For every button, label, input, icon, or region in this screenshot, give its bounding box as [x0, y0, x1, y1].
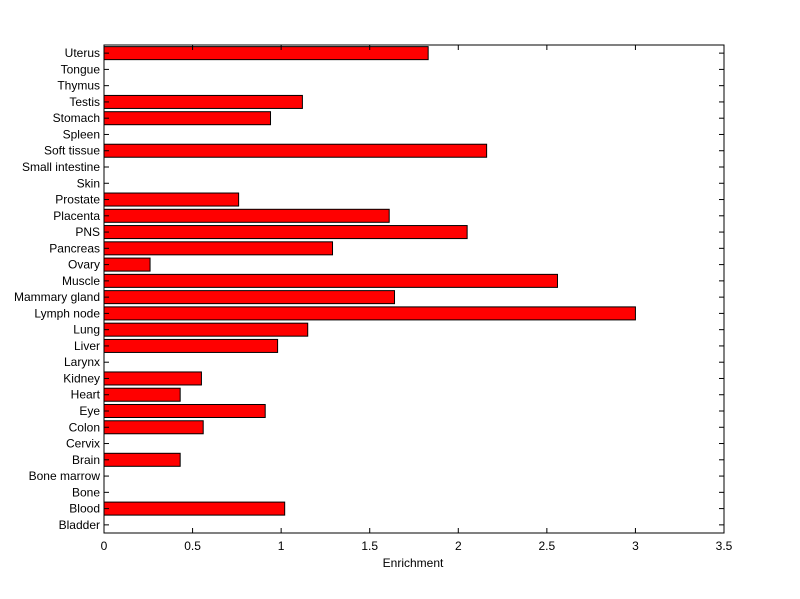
y-tick-label-bone-marrow: Bone marrow [29, 469, 101, 483]
y-tick-label-lung: Lung [73, 323, 100, 337]
bar-kidney [103, 371, 202, 386]
y-tick-label-uterus: Uterus [65, 46, 100, 60]
y-tick-label-testis: Testis [69, 95, 100, 109]
bar-eye [103, 403, 266, 419]
y-tick-label-heart: Heart [71, 388, 101, 402]
y-tick-labels: Bladder Blood Bone Bone marrow Brain Cervix Co… [14, 46, 101, 532]
bar-ovary [103, 257, 151, 272]
bar-mammary-gland [103, 290, 396, 305]
y-tick-label-bladder: Bladder [59, 518, 100, 532]
bar-pancreas [103, 241, 334, 256]
y-tick-label-soft-tissue: Soft tissue [44, 144, 100, 158]
bar-stomach [103, 111, 272, 126]
y-tick-label-mammary-gland: Mammary gland [14, 290, 100, 304]
bar-brain [103, 452, 181, 467]
y-tick-label-larynx: Larynx [64, 355, 100, 369]
bar-soft-tissue [103, 143, 488, 158]
y-tick-label-small-intestine: Small intestine [22, 160, 100, 174]
bar-prostate [103, 192, 240, 207]
plot-frame [103, 44, 725, 534]
x-tick-label: 2 [455, 539, 462, 553]
bar-blood [103, 501, 286, 516]
y-tick-label-bone: Bone [72, 485, 100, 499]
y-tick-label-eye: Eye [79, 404, 100, 418]
x-tick-label: 1.5 [361, 539, 378, 553]
bar-pns [103, 225, 468, 240]
bar-uterus [103, 46, 429, 61]
x-tick-label: 1 [278, 539, 285, 553]
y-tick-label-cervix: Cervix [66, 437, 100, 451]
y-tick-label-spleen: Spleen [63, 127, 100, 141]
y-tick-label-ovary: Ovary [68, 258, 100, 272]
bar-liver [103, 338, 279, 353]
y-tick-label-colon: Colon [69, 420, 100, 434]
y-tick-label-pns: PNS [75, 225, 100, 239]
y-tick-label-brain: Brain [72, 453, 100, 467]
x-tick-label: 0 [101, 539, 108, 553]
plot-area [104, 45, 724, 533]
y-tick-label-prostate: Prostate [55, 193, 100, 207]
y-tick-label-liver: Liver [74, 339, 100, 353]
bar-testis [103, 94, 303, 109]
bar-lung [103, 322, 309, 337]
y-tick-label-thymus: Thymus [57, 79, 100, 93]
y-tick-label-blood: Blood [69, 502, 100, 516]
bar-colon [103, 420, 204, 435]
y-tick-label-kidney: Kidney [63, 371, 100, 385]
y-tick-label-muscle: Muscle [62, 274, 100, 288]
y-tick-label-lymph-node: Lymph node [34, 306, 100, 320]
bar-heart [103, 387, 181, 402]
y-tick-label-stomach: Stomach [53, 111, 100, 125]
bar-placenta [103, 208, 390, 223]
x-tick-label: 0.5 [184, 539, 201, 553]
bar-muscle [103, 273, 558, 288]
bar-lymph-node [103, 306, 636, 321]
y-tick-label-placenta: Placenta [53, 209, 100, 223]
y-tick-label-tongue: Tongue [61, 62, 101, 76]
x-tick-label: 3 [632, 539, 639, 553]
y-tick-label-pancreas: Pancreas [49, 241, 100, 255]
x-tick-labels: 0 0.5 1 1.5 2 2.5 3 3.5 [101, 539, 733, 553]
x-tick-label: 3.5 [716, 539, 733, 553]
x-tick-label: 2.5 [539, 539, 556, 553]
x-axis-label: Enrichment [383, 556, 444, 570]
y-tick-label-skin: Skin [77, 176, 100, 190]
